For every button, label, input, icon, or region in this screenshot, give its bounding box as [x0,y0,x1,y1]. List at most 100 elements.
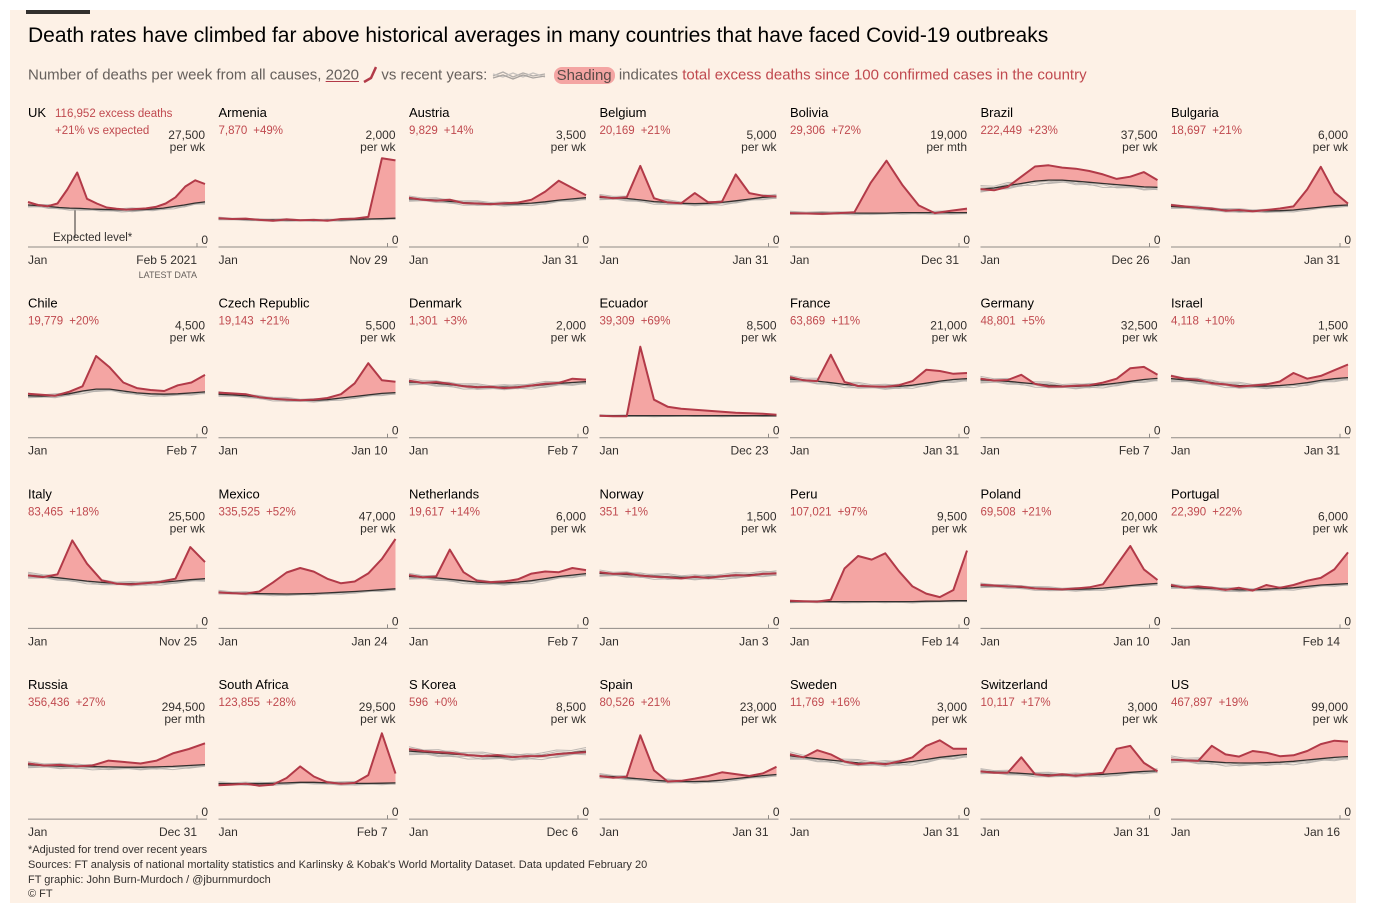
excess-pct: +21% [641,125,671,137]
unit-label: per wk [360,521,396,535]
ymin-label: 0 [201,805,208,819]
latest-data-label: LATEST DATA [139,270,197,280]
expected-line [408,572,587,584]
excess-shading [218,158,396,221]
unit-label: per wk [551,331,587,345]
country-name: Spain [600,677,633,692]
line-2020 [218,538,397,595]
x-start-label: Jan [409,825,428,839]
recent-year-line [789,756,968,767]
x-end-label: Jan 31 [1304,253,1340,267]
excess-pct: +27% [76,697,106,709]
ymax-label: 23,000 [740,700,777,714]
x-start-label: Jan [28,634,47,648]
ymin-label: 0 [201,614,208,628]
x-start-label: Jan [600,634,619,648]
ymin-label: 0 [582,424,589,438]
country-name: Sweden [790,677,837,692]
ymax-label: 32,500 [1121,319,1158,333]
x-end-label: Dec 26 [1111,253,1149,267]
ymin-label: 0 [963,233,970,247]
excess-pct: +0% [434,697,457,709]
recent-year-line [27,203,206,213]
recent-year-line [599,197,777,207]
country-name: Armenia [219,105,268,120]
ymax-label: 25,500 [168,509,205,523]
x-end-label: Dec 23 [730,444,768,458]
unit-label: per wk [1122,331,1158,345]
country-name: Germany [981,296,1035,311]
x-end-label: Nov 29 [349,253,387,267]
recent-year-line [408,574,587,586]
line-2020 [980,365,1159,388]
country-name: South Africa [219,677,290,692]
ymin-label: 0 [582,614,589,628]
ymax-label: 19,000 [930,128,967,142]
chart-title: Death rates have climbed far above histo… [28,24,1049,47]
ymin-label: 0 [1344,424,1351,438]
ymax-label: 3,500 [556,128,586,142]
line-2020 [408,548,587,584]
ymin-label: 0 [582,233,589,247]
expected-line [1170,582,1349,591]
excess-pct: +21% vs expected [55,125,149,137]
line-2020 [1170,739,1349,762]
unit-label: per wk [360,712,396,726]
excess-pct: +21% [641,697,671,709]
line-2020 [218,362,396,402]
excess-shading [980,366,1158,387]
ymax-label: 2,000 [365,128,395,142]
ymax-label: 6,000 [556,509,586,523]
ymin-label: 0 [1154,424,1161,438]
excess-deaths: 19,779 [28,316,63,328]
ymin-label: 0 [392,805,399,819]
x-start-label: Jan [790,444,809,458]
ymax-label: 21,000 [930,319,967,333]
recent-year-line [408,752,587,761]
line-2020 [27,539,206,586]
unit-label: per wk [932,521,968,535]
subtitle-year: 2020 [325,66,360,84]
excess-shading [599,346,777,416]
country-name: S Korea [409,677,457,692]
excess-deaths: 467,897 [1171,697,1213,709]
country-name: Austria [409,105,450,120]
recent-year-line [599,775,777,784]
ymax-label: 294,500 [162,700,206,714]
ymin-label: 0 [201,233,208,247]
x-start-label: Jan [790,634,809,648]
line-2020 [27,355,206,397]
x-end-label: Feb 14 [1303,634,1341,648]
ymin-label: 0 [582,805,589,819]
legend-recent-years-icon [493,71,546,80]
x-start-label: Jan [600,825,619,839]
line-2020 [789,159,968,215]
ymin-label: 0 [773,424,780,438]
excess-pct: +5% [1022,316,1045,328]
recent-year-line [1170,584,1349,593]
recent-year-line [27,765,206,771]
line-2020 [599,734,777,783]
ymax-label: 3,000 [937,700,967,714]
x-start-label: Jan [409,634,428,648]
country-name: Portugal [1171,486,1220,501]
ymax-label: 4,500 [175,319,205,333]
ymax-label: 99,000 [1311,700,1348,714]
excess-deaths: 39,309 [600,316,635,328]
country-name: Switzerland [981,677,1048,692]
ymin-label: 0 [392,233,399,247]
excess-shading [28,743,205,768]
excess-deaths: 335,525 [219,506,261,518]
unit-label: per wk [551,712,587,726]
excess-deaths: 19,617 [409,506,444,518]
